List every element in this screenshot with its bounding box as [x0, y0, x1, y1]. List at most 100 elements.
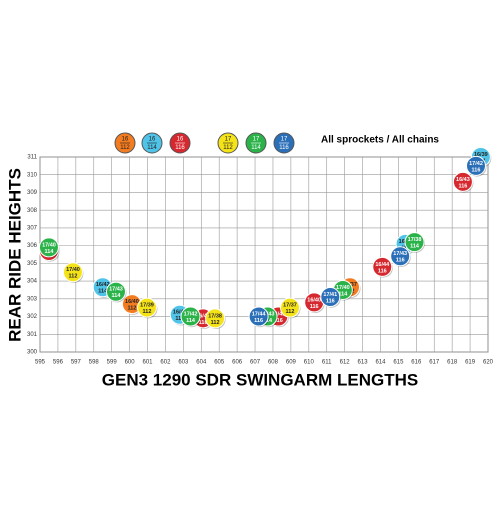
point-label: 114 — [186, 318, 196, 324]
y-tick-label: 301 — [27, 332, 38, 338]
legend-label: 112 — [223, 145, 233, 151]
y-tick-label: 308 — [27, 208, 38, 214]
y-tick-label: 305 — [27, 261, 38, 267]
point-marker — [372, 256, 393, 277]
point-label: 17/43 — [109, 287, 123, 293]
point-label: 114 — [263, 318, 273, 324]
point-label: 16/41 — [271, 311, 285, 317]
point-label: 114 — [45, 249, 55, 255]
x-tick-label: 606 — [232, 360, 243, 366]
x-tick-label: 609 — [286, 360, 297, 366]
y-tick-label: 311 — [27, 155, 37, 161]
y-tick-label: 302 — [27, 314, 38, 320]
point-label: 116 — [458, 183, 467, 189]
legend-label: 112 — [120, 145, 130, 151]
point-marker — [404, 232, 425, 253]
x-axis-label: GEN3 1290 SDR SWINGARM LENGTHS — [102, 370, 418, 389]
point-label: 116 — [472, 167, 481, 173]
y-tick-label: 310 — [27, 172, 38, 178]
point-marker — [465, 155, 486, 176]
point-label: 16/42 — [196, 313, 210, 319]
point-label: 116 — [396, 258, 405, 264]
x-tick-label: 604 — [196, 360, 207, 366]
point-label: 16/43 — [456, 177, 470, 183]
x-tick-label: 613 — [358, 360, 369, 366]
x-tick-label: 601 — [143, 360, 154, 366]
x-tick-label: 595 — [35, 360, 46, 366]
x-tick-label: 603 — [178, 360, 189, 366]
point-label: 17/37 — [283, 303, 297, 309]
x-tick-label: 610 — [304, 360, 315, 366]
y-tick-label: 300 — [27, 350, 38, 356]
y-tick-label: 304 — [27, 279, 38, 285]
point-label: 116 — [378, 268, 387, 274]
legend-label: 17 — [225, 137, 232, 143]
point-label: 116 — [310, 304, 319, 310]
x-tick-label: 597 — [71, 360, 82, 366]
point-label: 112 — [286, 309, 295, 315]
legend-label: 17 — [281, 137, 288, 143]
x-tick-label: 612 — [340, 360, 351, 366]
x-tick-label: 608 — [268, 360, 279, 366]
point-marker — [105, 281, 126, 302]
point-marker — [136, 297, 157, 318]
point-marker — [38, 237, 59, 258]
x-tick-label: 602 — [160, 360, 171, 366]
point-label: 112 — [211, 320, 220, 326]
point-label: 16/39 — [474, 152, 488, 158]
x-tick-label: 616 — [411, 360, 422, 366]
point-marker — [248, 306, 269, 327]
point-label: 17/38 — [208, 313, 222, 319]
point-label: 16/42 — [96, 282, 110, 288]
point-label: 17/41 — [323, 292, 337, 298]
point-label: 17/38 — [408, 237, 422, 243]
point-label: 17/40 — [42, 242, 56, 248]
point-label: 114 — [410, 244, 420, 250]
point-marker — [279, 297, 300, 318]
point-label: 16/40 — [173, 310, 187, 316]
x-tick-label: 611 — [322, 360, 332, 366]
x-tick-label: 600 — [125, 360, 136, 366]
point-label: 17/40 — [336, 285, 350, 291]
point-label: 114 — [338, 291, 348, 297]
point-label: 17/42 — [184, 311, 198, 317]
point-label: 17/42 — [469, 161, 483, 167]
x-tick-label: 614 — [375, 360, 386, 366]
point-marker — [205, 308, 226, 329]
x-tick-label: 605 — [214, 360, 225, 366]
point-label: 112 — [127, 306, 136, 312]
x-tick-label: 617 — [429, 360, 440, 366]
point-marker — [62, 262, 83, 283]
point-label: 112 — [143, 309, 152, 315]
point-marker — [320, 287, 341, 308]
point-label: 17/44 — [252, 311, 267, 317]
point-label: 16/44 — [375, 262, 390, 268]
legend-label: 114 — [147, 145, 157, 151]
x-tick-label: 607 — [250, 360, 261, 366]
point-marker — [390, 246, 411, 267]
legend-note: All sprockets / All chains — [321, 135, 439, 146]
point-marker — [180, 306, 201, 327]
point-label: 16/40 — [125, 299, 139, 305]
x-tick-label: 615 — [393, 360, 404, 366]
y-axis-label: REAR RIDE HEIGHTS — [5, 168, 24, 342]
x-tick-label: 618 — [447, 360, 458, 366]
x-tick-label: 599 — [107, 360, 118, 366]
legend-label: 116 — [175, 145, 185, 151]
point-label: 116 — [274, 318, 283, 324]
